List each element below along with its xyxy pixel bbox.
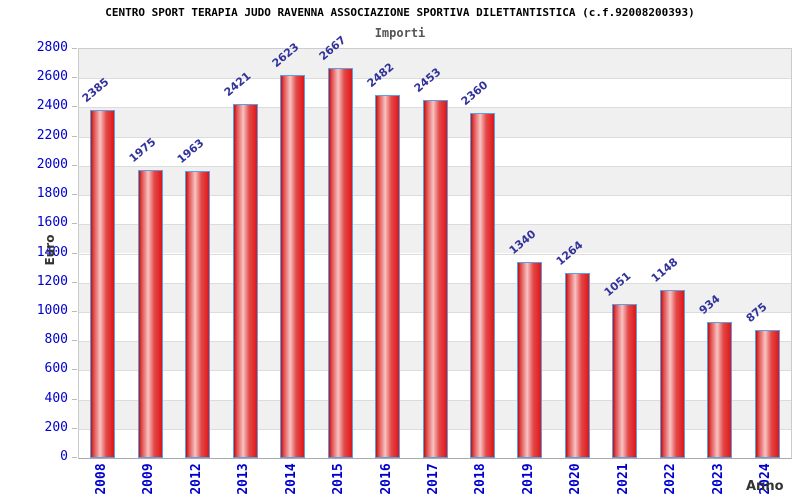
- bar-2023: [707, 321, 733, 458]
- x-tick-label: 2014: [283, 463, 299, 495]
- y-tick-mark: [72, 194, 77, 196]
- y-tick-mark: [72, 77, 77, 79]
- bar-2021: [612, 304, 638, 458]
- y-tick-mark: [72, 310, 77, 312]
- bar-2019: [517, 262, 543, 458]
- x-tick-label: 2023: [710, 463, 726, 495]
- x-tick-label: 2018: [473, 463, 489, 495]
- bar-2008: [90, 109, 116, 458]
- chart-title: CENTRO SPORT TERAPIA JUDO RAVENNA ASSOCI…: [105, 6, 695, 19]
- y-tick-label: 2200: [36, 127, 68, 143]
- y-tick-label: 2600: [36, 69, 68, 85]
- bar-2017: [422, 99, 448, 458]
- bar-2022: [659, 290, 685, 458]
- x-axis-title: Anno: [746, 479, 784, 494]
- bar-2009: [137, 169, 163, 458]
- bar-2012: [185, 171, 211, 458]
- chart-subtitle: Importi: [374, 26, 426, 40]
- y-tick-mark: [72, 457, 77, 458]
- y-tick-mark: [72, 223, 77, 225]
- x-tick-label: 2021: [615, 463, 631, 495]
- x-tick-label: 2015: [331, 463, 347, 495]
- x-tick-label: 2016: [378, 463, 394, 495]
- y-tick-label: 1400: [36, 244, 68, 260]
- y-tick-label: 2400: [36, 98, 68, 114]
- bar-2015: [327, 68, 353, 458]
- y-tick-label: 800: [44, 332, 68, 348]
- x-tick-label: 2020: [568, 463, 584, 495]
- y-tick-mark: [72, 252, 77, 254]
- y-axis-title: Euro: [43, 234, 57, 266]
- y-tick-label: 2000: [36, 156, 68, 172]
- bar-2014: [280, 74, 306, 458]
- gridline: [79, 78, 791, 80]
- y-tick-mark: [72, 340, 77, 342]
- plot-area: 2385 1975 1963 2421 2623 2667 2482 2453 2360 1340…: [78, 34, 792, 459]
- y-tick-mark: [72, 48, 77, 49]
- y-tick-label: 400: [44, 390, 68, 406]
- x-tick-label: 2012: [188, 463, 204, 495]
- y-tick-mark: [72, 427, 77, 429]
- bar-2013: [232, 104, 258, 458]
- y-tick-mark: [72, 135, 77, 137]
- y-tick-label: 1600: [36, 215, 68, 231]
- x-tick-label: 2022: [663, 463, 679, 495]
- y-tick-label: 1800: [36, 186, 68, 202]
- x-tick-label: 2019: [520, 463, 536, 495]
- bar-2018: [469, 113, 495, 458]
- x-tick-label: 2017: [426, 463, 441, 495]
- bar-2020: [564, 273, 590, 458]
- bar-2016: [375, 95, 401, 458]
- bar-2024: [754, 330, 780, 458]
- y-tick-mark: [72, 281, 77, 283]
- x-tick-label: 2013: [236, 463, 252, 495]
- y-tick-label: 2800: [36, 40, 68, 55]
- y-tick-label: 1000: [36, 302, 68, 318]
- y-tick-label: 600: [44, 361, 68, 377]
- y-tick-label: 200: [44, 419, 68, 435]
- plot-band: [79, 49, 791, 79]
- y-tick-label: 0: [60, 449, 68, 464]
- y-tick-label: 1200: [36, 273, 68, 289]
- y-tick-mark: [72, 369, 77, 371]
- y-tick-mark: [72, 398, 77, 400]
- y-tick-mark: [72, 106, 77, 108]
- y-tick-mark: [72, 164, 77, 166]
- x-tick-label: 2009: [141, 463, 157, 495]
- x-tick-label: 2008: [93, 463, 109, 495]
